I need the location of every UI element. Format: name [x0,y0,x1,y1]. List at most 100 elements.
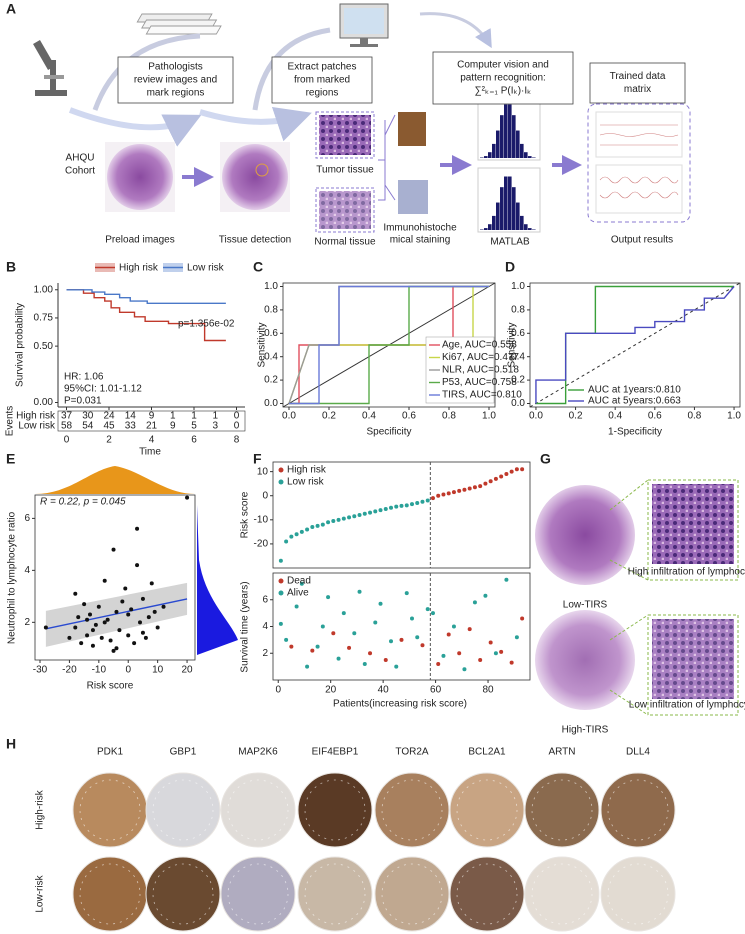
x-tick-label: 0.6 [648,411,662,422]
point [399,637,404,642]
point [294,604,299,609]
x-axis-label: Specificity [366,427,411,438]
gene-label: PDK1 [97,747,124,758]
y-tick-label: 0.75 [34,313,54,324]
point [126,633,131,638]
x-density [35,466,195,494]
point [73,591,78,596]
point [347,515,352,520]
tumor-patch [319,115,371,155]
x-tick-label: 0.4 [608,411,622,422]
step-caption: Preload images [105,235,174,246]
point [409,502,414,507]
ihc-texture [381,779,443,841]
gene-label: BCL2A1 [468,747,506,758]
output-plot [595,164,683,214]
y-axis-label: Survival probability [15,303,26,387]
gene-label: GBP1 [170,747,197,758]
legend-label: AUC at 5years:0.663 [588,396,681,407]
hist-bar [504,104,508,158]
hist-bar [496,130,500,158]
slides-icon [136,13,222,35]
hist-bar [512,115,516,158]
ihc-texture [152,863,214,925]
y-tick-label: 10 [257,466,269,477]
risk-count: 45 [103,421,115,432]
point [102,578,107,583]
y-tick-label: 6 [262,594,268,605]
point [509,469,514,474]
point [467,627,472,632]
point [504,472,509,477]
point [96,604,101,609]
ihc-image [398,180,428,214]
point [520,467,525,472]
step-caption: mical staining [390,235,451,246]
tissue-core [107,144,173,210]
risk-count: 5 [191,421,197,432]
point [320,522,325,527]
point [79,641,84,646]
workflow-art [33,3,691,233]
x-tick-label: 0 [275,685,281,696]
ihc-core [524,772,600,848]
point [472,485,477,490]
point [347,645,352,650]
point [399,503,404,508]
step-text: pattern recognition: [460,73,546,84]
annotation: R = 0.22, p = 0.045 [40,497,126,508]
point [430,611,435,616]
point [114,646,119,651]
point [73,625,78,630]
ihc-texture [79,779,141,841]
risk-count: 30 [82,411,94,422]
point [278,621,283,626]
x-tick-label: 40 [378,685,390,696]
point [357,589,362,594]
point [373,509,378,514]
legend-label: Age, AUC=0.558 [442,340,517,351]
hist-bar [528,228,532,230]
legend-marker [278,590,284,596]
step-text: Computer vision and [457,60,549,71]
risk-count: 9 [170,421,176,432]
monitor-icon [339,3,389,47]
point [310,648,315,653]
step-caption: Tissue detection [219,235,291,246]
step-box [271,56,373,104]
flow-arc [419,12,492,49]
point [483,481,488,486]
point [132,641,137,646]
point [420,499,425,504]
x-tick-label: 20 [325,685,337,696]
legend-label: High risk [119,263,159,274]
step-text: regions [306,88,339,99]
point [462,667,467,672]
point [299,581,304,586]
legend-label: AUC at 1years:0.810 [588,385,681,396]
point [394,664,399,669]
point [451,624,456,629]
step-text: Extract patches [288,62,357,73]
step-text: ∑²ₖ₌₁ P(Iₖ)·Iₖ [475,86,532,97]
step-text: review images and [134,75,217,86]
point [472,600,477,605]
x-tick-label: 60 [430,685,442,696]
legend-label: P53, AUC=0.758 [442,377,517,388]
y-tick-label: 0.6 [264,328,278,339]
point [420,643,425,648]
x-tick-label: 1.0 [482,411,496,422]
y-tick-label: 0.0 [511,398,525,409]
cohort-label: AHQU [66,153,95,164]
point [378,508,383,513]
risk-table-title: Events [5,406,16,437]
x-tick-label: 0.0 [282,411,296,422]
point [483,593,488,598]
annotation: HR: 1.06 [64,372,104,383]
series-line [535,286,735,404]
hist-bar [496,202,500,230]
point [111,648,116,653]
annotation: p=1.356e-02 [178,319,235,330]
annotation: 95%CI: 1.01-1.12 [64,384,142,395]
point [383,657,388,662]
